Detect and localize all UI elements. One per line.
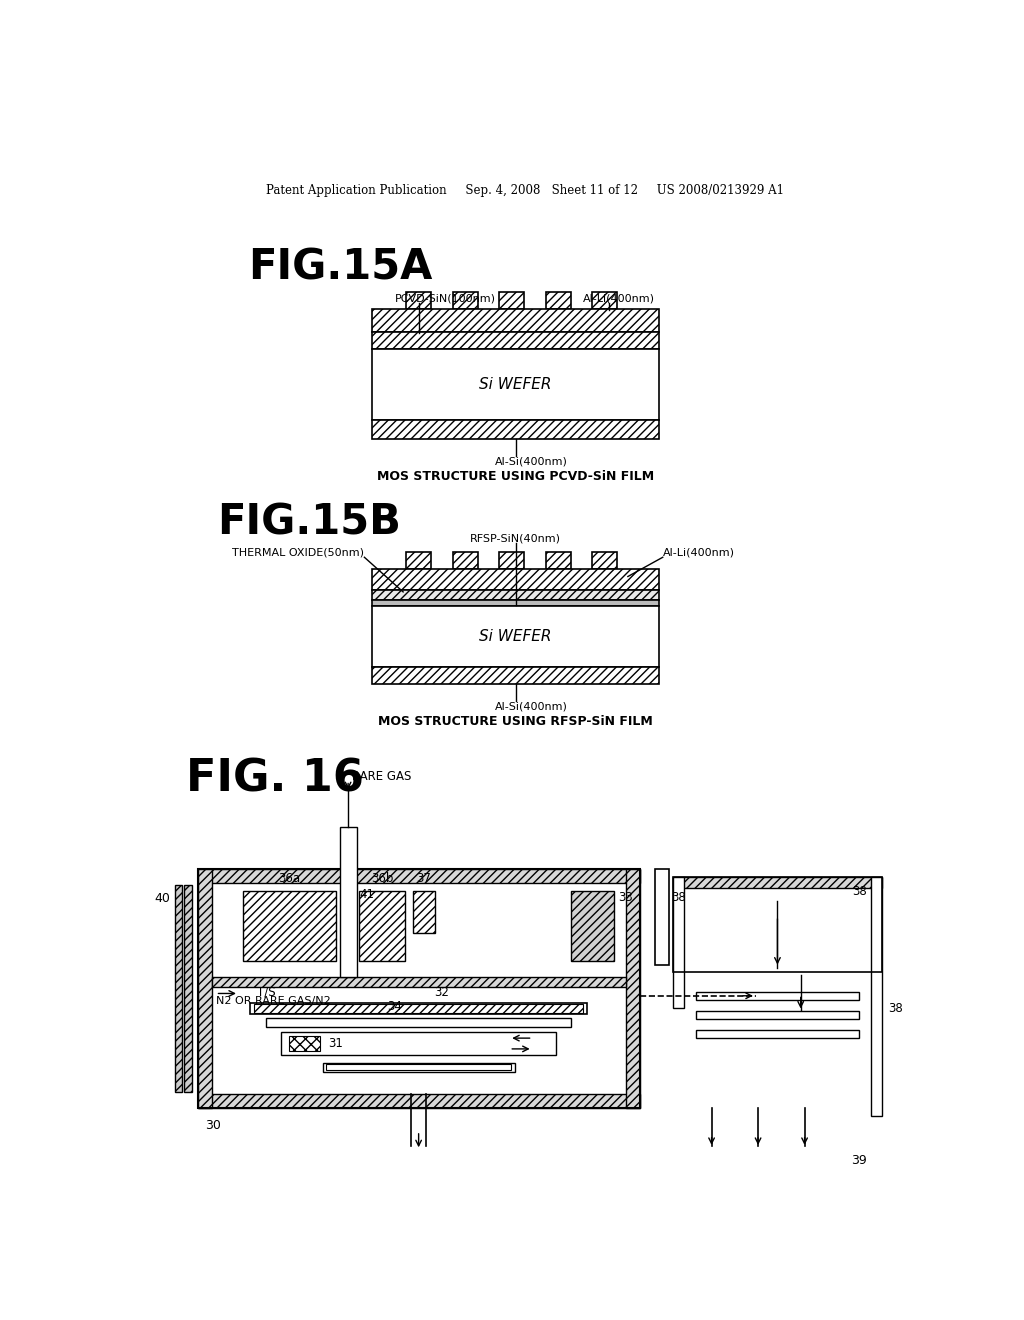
- Text: RARE GAS: RARE GAS: [352, 770, 412, 783]
- Bar: [372, 569, 658, 590]
- Bar: [500, 552, 524, 569]
- Text: 36a: 36a: [279, 871, 300, 884]
- Bar: [359, 891, 406, 961]
- Text: MOS STRUCTURE USING PCVD-SiN FILM: MOS STRUCTURE USING PCVD-SiN FILM: [377, 470, 654, 483]
- Bar: [198, 869, 640, 1107]
- Text: Si WEFER: Si WEFER: [479, 630, 552, 644]
- Bar: [327, 1064, 511, 1071]
- Bar: [626, 869, 640, 1107]
- Text: 36b: 36b: [371, 871, 393, 884]
- Bar: [655, 869, 669, 965]
- Text: THERMAL OXIDE(50nm): THERMAL OXIDE(50nm): [232, 548, 365, 557]
- Bar: [372, 590, 658, 599]
- Bar: [592, 552, 617, 569]
- Text: Al-Si(400nm): Al-Si(400nm): [495, 701, 567, 711]
- Text: PCVD-SiN(100nm): PCVD-SiN(100nm): [395, 293, 497, 304]
- Text: FIG. 16: FIG. 16: [186, 758, 364, 800]
- Bar: [696, 991, 859, 999]
- Bar: [372, 420, 658, 440]
- Bar: [372, 309, 658, 331]
- Bar: [571, 891, 614, 961]
- Bar: [673, 876, 882, 973]
- Bar: [696, 1011, 859, 1019]
- Bar: [414, 891, 435, 933]
- Text: 38: 38: [672, 891, 686, 904]
- Bar: [174, 884, 182, 1093]
- Bar: [372, 331, 658, 350]
- Bar: [183, 884, 191, 1093]
- Text: 33: 33: [617, 891, 633, 904]
- Bar: [282, 1032, 556, 1055]
- Bar: [453, 292, 477, 309]
- Text: 32: 32: [434, 986, 449, 999]
- Bar: [289, 1036, 321, 1051]
- Bar: [254, 1005, 583, 1012]
- Bar: [871, 876, 882, 1115]
- Bar: [500, 292, 524, 309]
- Text: 30: 30: [206, 1119, 221, 1133]
- Bar: [592, 292, 617, 309]
- Bar: [372, 606, 658, 668]
- Bar: [407, 292, 431, 309]
- Text: MOS STRUCTURE USING RFSP-SiN FILM: MOS STRUCTURE USING RFSP-SiN FILM: [378, 715, 653, 729]
- Bar: [546, 292, 570, 309]
- Bar: [243, 891, 336, 961]
- Bar: [212, 977, 626, 987]
- Text: Si WEFER: Si WEFER: [479, 378, 552, 392]
- Bar: [673, 876, 882, 887]
- Text: 41: 41: [359, 888, 375, 902]
- Text: 40: 40: [155, 892, 171, 906]
- Bar: [266, 1018, 571, 1027]
- Bar: [372, 599, 658, 606]
- Text: 34: 34: [388, 999, 402, 1012]
- Text: N2 OR RARE GAS/N2: N2 OR RARE GAS/N2: [216, 995, 331, 1006]
- Text: FIG.15B: FIG.15B: [217, 502, 401, 543]
- Bar: [323, 1063, 515, 1072]
- Text: T/S: T/S: [257, 986, 275, 999]
- Bar: [198, 869, 640, 883]
- Text: Patent Application Publication     Sep. 4, 2008   Sheet 11 of 12     US 2008/021: Patent Application Publication Sep. 4, 2…: [266, 185, 783, 197]
- Text: FIG.15A: FIG.15A: [248, 247, 432, 289]
- Text: Al-Li(400nm): Al-Li(400nm): [583, 293, 655, 304]
- Text: 39: 39: [851, 1154, 866, 1167]
- Text: RFSP-SiN(40nm): RFSP-SiN(40nm): [470, 533, 561, 544]
- Text: 38: 38: [888, 1002, 903, 1015]
- Bar: [546, 552, 570, 569]
- Text: Al-Si(400nm): Al-Si(400nm): [495, 457, 567, 466]
- Bar: [340, 826, 356, 977]
- Bar: [673, 876, 684, 1008]
- Bar: [696, 1031, 859, 1038]
- Bar: [453, 552, 477, 569]
- Bar: [372, 350, 658, 420]
- Text: 31: 31: [328, 1038, 343, 1049]
- Bar: [198, 1094, 640, 1107]
- Text: 37: 37: [417, 871, 431, 884]
- Text: 38: 38: [853, 884, 867, 898]
- Bar: [372, 668, 658, 684]
- Bar: [251, 1003, 587, 1014]
- Bar: [198, 869, 212, 1107]
- Bar: [407, 552, 431, 569]
- Text: Al-Li(400nm): Al-Li(400nm): [663, 548, 735, 557]
